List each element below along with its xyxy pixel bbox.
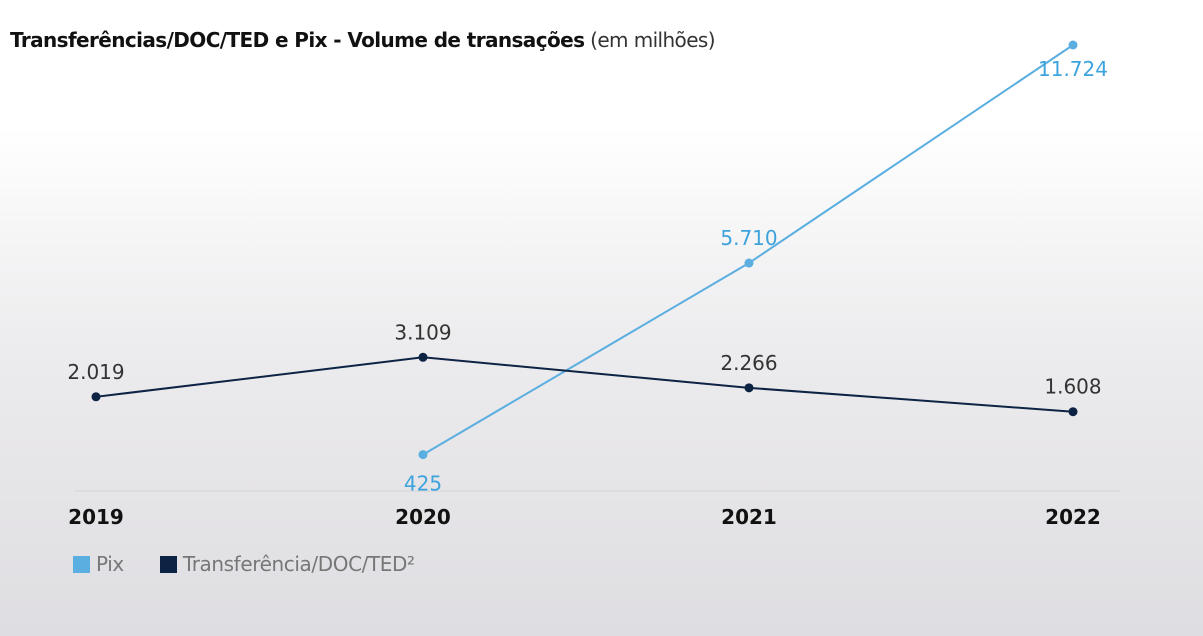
legend-label-transferencia: Transferência/DOC/TED² bbox=[182, 552, 415, 576]
x-tick-label-2020: 2020 bbox=[395, 505, 451, 529]
data-label-1-2020: 3.109 bbox=[394, 320, 451, 344]
legend-label-pix: Pix bbox=[96, 552, 124, 576]
legend-item-pix: Pix bbox=[73, 552, 124, 576]
data-label-1-2022: 1.608 bbox=[1044, 375, 1101, 399]
x-tick-label-2019: 2019 bbox=[68, 505, 124, 529]
data-label-0-2021: 5.710 bbox=[720, 226, 777, 250]
data-label-1-2019: 2.019 bbox=[67, 360, 124, 384]
data-point-1-2020 bbox=[418, 352, 428, 362]
x-tick-label-2022: 2022 bbox=[1045, 505, 1101, 529]
chart-title: Transferências/DOC/TED e Pix - Volume de… bbox=[10, 28, 716, 52]
data-point-1-2019 bbox=[91, 392, 101, 402]
legend-item-transferencia: Transferência/DOC/TED² bbox=[159, 552, 415, 576]
legend-swatch-transferencia bbox=[159, 555, 177, 573]
data-point-0-2022 bbox=[1068, 40, 1078, 50]
series-line-1 bbox=[95, 356, 1074, 413]
data-point-1-2022 bbox=[1068, 407, 1078, 417]
data-label-0-2022: 11.724 bbox=[1038, 57, 1108, 81]
data-point-1-2021 bbox=[744, 383, 754, 393]
data-point-0-2021 bbox=[744, 258, 754, 268]
data-label-1-2021: 2.266 bbox=[720, 351, 777, 375]
legend: Pix Transferência/DOC/TED² bbox=[73, 552, 451, 576]
legend-swatch-pix bbox=[73, 555, 90, 573]
x-tick-label-2021: 2021 bbox=[721, 505, 777, 529]
data-label-0-2020: 425 bbox=[404, 472, 442, 496]
data-point-0-2020 bbox=[418, 450, 428, 460]
